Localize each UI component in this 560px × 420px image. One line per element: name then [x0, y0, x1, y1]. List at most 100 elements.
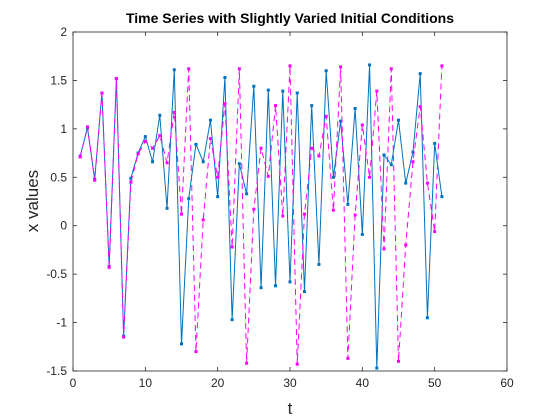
series-2-point	[85, 125, 89, 129]
series-2-point	[252, 207, 256, 211]
series-2-point	[100, 91, 104, 95]
series-2-point	[78, 155, 82, 159]
series-1-point	[245, 192, 249, 196]
series-2-point	[288, 64, 292, 68]
series-1-point	[295, 91, 299, 95]
series-1-point	[324, 69, 328, 73]
series-2-point	[165, 161, 169, 165]
series-1-point	[331, 175, 335, 179]
series-1-point	[440, 195, 444, 199]
series-1-point	[404, 181, 408, 185]
series-1-point	[368, 63, 372, 67]
series-2-point	[433, 230, 437, 234]
series-2-point	[230, 245, 234, 249]
x-tick-label: 10	[139, 376, 153, 390]
series-2-point	[317, 154, 321, 158]
series-layer	[78, 63, 444, 370]
series-2-point	[93, 178, 97, 182]
series-1-point	[180, 342, 183, 346]
y-tick-label: 1	[60, 122, 67, 136]
series-1-point	[266, 88, 270, 92]
series-2-point	[440, 64, 444, 68]
series-2-point	[223, 102, 227, 106]
series-1-point	[165, 206, 169, 210]
series-1-point	[230, 318, 234, 322]
series-1-point	[259, 286, 263, 290]
series-2-point	[425, 181, 429, 185]
series-2-point	[187, 67, 191, 71]
series-2-point	[346, 356, 350, 360]
series-2-point	[107, 265, 111, 269]
series-1-point	[216, 195, 220, 199]
series-1-point	[158, 113, 162, 117]
series-2-point	[237, 67, 241, 71]
series-2-point	[122, 335, 126, 339]
series-2-point	[216, 175, 220, 179]
series-1-point	[172, 68, 176, 72]
series-1-point	[418, 72, 422, 76]
series-2-point	[310, 146, 314, 150]
series-2-point	[151, 146, 155, 150]
series-2-point	[360, 123, 364, 127]
series-2-point	[368, 175, 372, 179]
series-2-point	[324, 114, 328, 118]
plot-area	[73, 32, 507, 371]
series-2-point	[172, 110, 176, 114]
series-2-point	[143, 139, 147, 143]
x-tick-label: 60	[500, 376, 514, 390]
series-1-point	[375, 366, 379, 370]
y-tick-label: -1	[56, 316, 67, 330]
series-1-point	[411, 150, 415, 154]
y-tick-label: -0.5	[46, 267, 67, 281]
series-2-point	[382, 247, 386, 251]
series-2-point	[201, 218, 205, 222]
series-1-point	[360, 232, 364, 236]
series-2-point	[129, 180, 133, 184]
series-1-point	[353, 107, 357, 111]
axes-layer: 0 10 20 30 40 50 60 -1.5 -1 -0.5 0 0.5 1 1.5 2	[46, 25, 514, 390]
series-1-point	[382, 153, 386, 157]
series-1-point	[425, 316, 429, 320]
series-2-point	[375, 89, 379, 93]
x-tick-label: 40	[356, 376, 370, 390]
y-tick-label: -1.5	[46, 364, 67, 378]
series-1-point	[302, 290, 306, 294]
x-tick-label: 50	[428, 376, 442, 390]
x-tick-label: 30	[283, 376, 297, 390]
x-tick-label: 20	[211, 376, 225, 390]
series-2-point	[331, 208, 335, 212]
series-2-point	[295, 362, 299, 366]
series-1-point	[252, 84, 256, 88]
series-1	[78, 63, 444, 370]
series-1-point	[397, 118, 400, 122]
y-tick-label: 0.5	[50, 170, 67, 184]
series-2-point	[259, 146, 263, 150]
series-1-point	[339, 119, 343, 123]
series-2-point	[136, 152, 140, 156]
series-1-point	[317, 262, 321, 266]
series-1-point	[274, 284, 278, 288]
series-1-point	[143, 135, 147, 139]
series-2-point	[389, 67, 393, 71]
series-1-point	[281, 89, 285, 93]
series-2-point	[158, 134, 162, 138]
series-1-point	[310, 104, 314, 108]
series-2-point	[114, 76, 118, 80]
series-1-point	[151, 160, 155, 164]
series-2-point	[281, 214, 285, 218]
series-2-point	[266, 174, 270, 178]
y-axis-label: x values	[23, 170, 42, 232]
series-2-point	[180, 212, 183, 216]
series-2-point	[194, 350, 198, 354]
y-tick-label: 0	[60, 219, 67, 233]
y-tick-label: 2	[60, 25, 67, 39]
chart-title: Time Series with Slightly Varied Initial…	[126, 10, 454, 26]
series-2-point	[245, 361, 249, 365]
series-2-point	[274, 104, 278, 108]
series-1-point	[208, 118, 212, 122]
series-2-point	[208, 137, 212, 141]
series-1-point	[187, 197, 191, 201]
series-1-point	[223, 76, 227, 80]
series-2-point	[418, 105, 422, 109]
